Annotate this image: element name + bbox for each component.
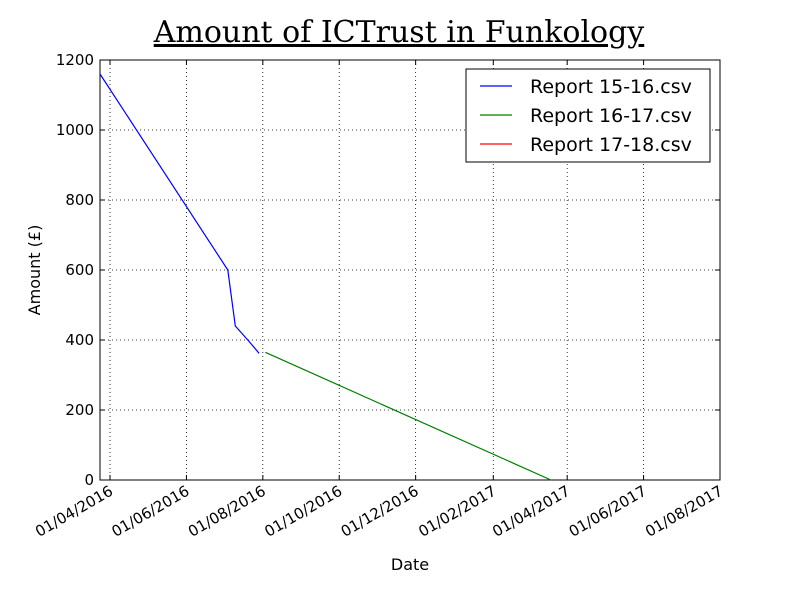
x-tick-label: 01/08/2016 (185, 482, 269, 541)
x-tick-label: 01/12/2016 (338, 482, 422, 541)
y-axis-label: Amount (£) (25, 225, 44, 316)
legend-label: Report 16-17.csv (530, 105, 692, 127)
legend-label: Report 15-16.csv (530, 76, 692, 98)
legend: Report 15-16.csv Report 16-17.csv Report 1… (465, 68, 711, 163)
y-tick-label: 0 (84, 471, 94, 489)
y-tick-label: 800 (65, 191, 94, 209)
series-lines (99, 73, 552, 481)
x-tick-label: 01/04/2016 (32, 482, 116, 541)
x-axis-label: Date (391, 555, 429, 574)
x-tick-label: 01/04/2017 (489, 482, 573, 541)
y-tick-label: 400 (65, 331, 94, 349)
y-tick-label: 600 (65, 261, 94, 279)
x-tick-label: 01/08/2017 (642, 482, 726, 541)
y-tick-label: 200 (65, 401, 94, 419)
chart-title: Amount of ICTrust in Funkology (153, 15, 645, 50)
x-tick-label: 01/02/2017 (415, 482, 499, 541)
legend-label: Report 17-18.csv (530, 134, 692, 156)
series-line-1 (99, 73, 260, 354)
x-tick-label: 01/10/2016 (261, 482, 345, 541)
y-tick-label: 1000 (56, 121, 94, 139)
y-tick-label: 1200 (56, 51, 94, 69)
x-tick-label: 01/06/2016 (109, 482, 193, 541)
x-tick-label: 01/06/2017 (566, 482, 650, 541)
y-axis: 0 200 400 600 800 1000 1200 (56, 51, 720, 489)
series-line-2 (265, 351, 552, 481)
